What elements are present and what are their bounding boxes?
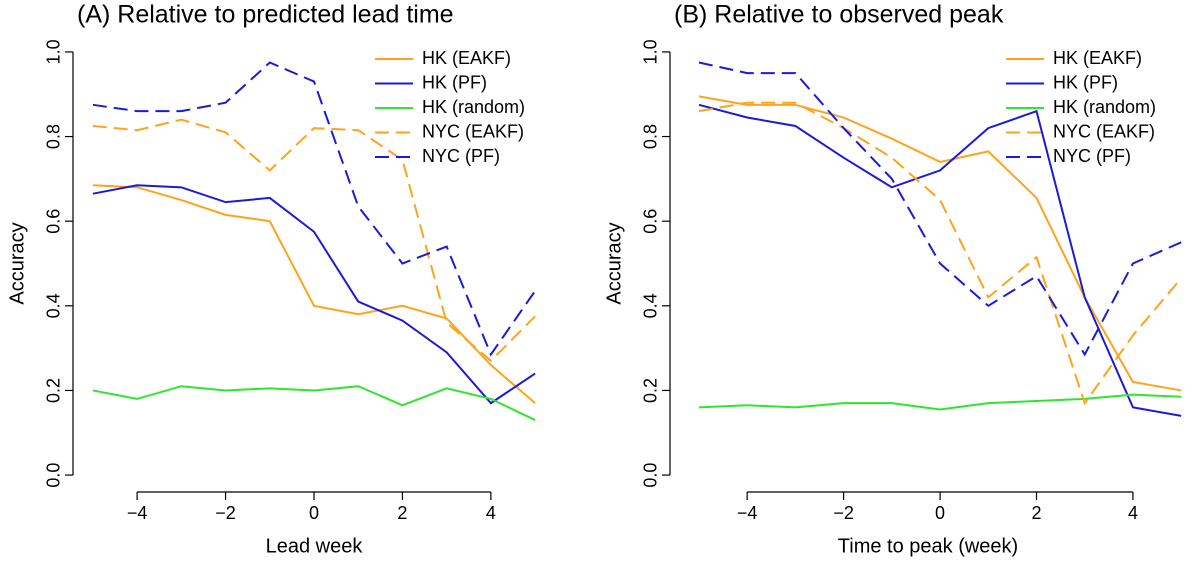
x-axis-label: Lead week xyxy=(266,535,364,557)
legend-label: NYC (EAKF) xyxy=(422,121,524,141)
series-line xyxy=(92,385,536,421)
x-tick-label: 0 xyxy=(935,503,945,523)
legend-label: NYC (EAKF) xyxy=(1053,121,1155,141)
chart-title: (A) Relative to predicted lead time xyxy=(77,1,454,29)
series-line xyxy=(92,61,536,357)
legend-label: HK (EAKF) xyxy=(1053,48,1142,68)
y-tick-label: 0.0 xyxy=(44,463,64,488)
series-line xyxy=(92,184,536,404)
y-tick-label: 0.8 xyxy=(641,124,661,149)
x-tick-label: 0 xyxy=(309,503,319,523)
y-tick-label: 0.4 xyxy=(44,293,64,318)
y-tick-label: 0.8 xyxy=(44,124,64,149)
x-axis-label: Time to peak (week) xyxy=(838,535,1018,557)
plot-area xyxy=(698,61,1182,417)
y-tick-label: 0.2 xyxy=(44,378,64,403)
x-tick-label: 2 xyxy=(1031,503,1041,523)
y-tick-label: 0.4 xyxy=(641,293,661,318)
x-tick-label: 4 xyxy=(486,503,496,523)
y-tick-label: 1.0 xyxy=(641,39,661,64)
y-tick-label: 0.6 xyxy=(641,209,661,234)
legend-label: HK (random) xyxy=(1053,97,1156,117)
x-tick-label: −2 xyxy=(215,503,236,523)
y-axis-label: Accuracy xyxy=(6,222,28,304)
legend-label: HK (PF) xyxy=(1053,72,1118,92)
y-tick-label: 1.0 xyxy=(44,39,64,64)
y-axis-label: Accuracy xyxy=(603,222,625,304)
plot-area xyxy=(92,61,536,421)
legend-label: NYC (PF) xyxy=(422,146,500,166)
legend-label: NYC (PF) xyxy=(1053,146,1131,166)
series-line xyxy=(92,118,536,363)
legend-label: HK (EAKF) xyxy=(422,48,511,68)
series-line xyxy=(698,61,1182,357)
chart-title: (B) Relative to observed peak xyxy=(674,1,1004,29)
y-tick-label: 0.2 xyxy=(641,378,661,403)
series-line xyxy=(92,184,536,405)
series-line xyxy=(698,95,1182,392)
x-tick-label: −2 xyxy=(833,503,854,523)
series-line xyxy=(698,103,1182,417)
x-tick-label: −4 xyxy=(127,503,148,523)
series-line xyxy=(698,393,1182,411)
x-tick-label: 2 xyxy=(397,503,407,523)
legend-label: HK (PF) xyxy=(422,72,487,92)
y-tick-label: 0.6 xyxy=(44,209,64,234)
legend-label: HK (random) xyxy=(422,97,525,117)
x-tick-label: 4 xyxy=(1128,503,1138,523)
y-tick-label: 0.0 xyxy=(641,463,661,488)
x-tick-label: −4 xyxy=(737,503,758,523)
